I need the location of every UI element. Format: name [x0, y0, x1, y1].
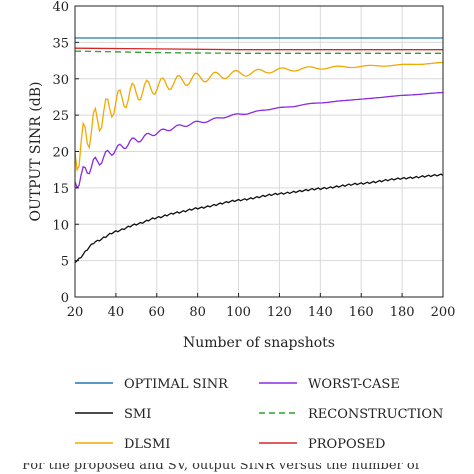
figure-caption-text: For the proposed and SV, output SINR ver… — [22, 463, 420, 473]
y-tick-label: 35 — [52, 36, 69, 51]
y-tick-label: 15 — [52, 182, 69, 197]
x-tick-label: 100 — [226, 305, 251, 320]
series-layer — [74, 37, 444, 264]
x-tick-label: 20 — [67, 305, 84, 320]
series-line-reconstruction — [74, 50, 443, 54]
y-tick-label: 20 — [52, 146, 69, 161]
figure-caption: For the proposed and SV, output SINR ver… — [0, 463, 474, 474]
series-line-worst-case — [74, 91, 444, 190]
y-tick-label: 30 — [52, 73, 69, 88]
legend: OPTIMAL SINR SMI DLSMI WORST-CASE RECONSTRUC… — [75, 377, 443, 452]
x-tick-label: 120 — [267, 305, 292, 320]
legend-label: RECONSTRUCTION — [308, 407, 443, 422]
x-tick-label: 180 — [390, 305, 415, 320]
x-tick-label: 140 — [308, 305, 333, 320]
legend-label: PROPOSED — [308, 437, 385, 452]
y-tick-label: 5 — [61, 255, 69, 270]
x-tick-label: 40 — [108, 305, 125, 320]
x-tick-label: 60 — [149, 305, 166, 320]
legend-label: DLSMI — [124, 437, 170, 452]
x-tick-label: 160 — [349, 305, 374, 320]
legend-label: SMI — [124, 407, 151, 422]
legend-label: OPTIMAL SINR — [124, 377, 229, 392]
series-line-smi — [74, 173, 444, 264]
chart: 20 40 60 80 100 120 140 160 180 200 0 5 10 15 20 25 30 35… — [28, 0, 455, 452]
series-line-proposed — [74, 47, 443, 51]
x-tick-label: 80 — [189, 305, 206, 320]
x-axis-label: Number of snapshots — [183, 335, 335, 351]
y-tick-label: 40 — [52, 0, 69, 15]
y-tick-label: 0 — [61, 291, 69, 306]
y-tick-label: 25 — [52, 109, 69, 124]
ticks: 20 40 60 80 100 120 140 160 180 200 0 5 10 15 20 25 30 35… — [52, 0, 455, 320]
legend-label: WORST-CASE — [308, 377, 400, 392]
y-tick-label: 10 — [52, 218, 69, 233]
series-line-dlsmi — [74, 61, 444, 172]
y-axis-label: OUTPUT SINR (dB) — [28, 82, 44, 222]
x-tick-label: 200 — [431, 305, 456, 320]
